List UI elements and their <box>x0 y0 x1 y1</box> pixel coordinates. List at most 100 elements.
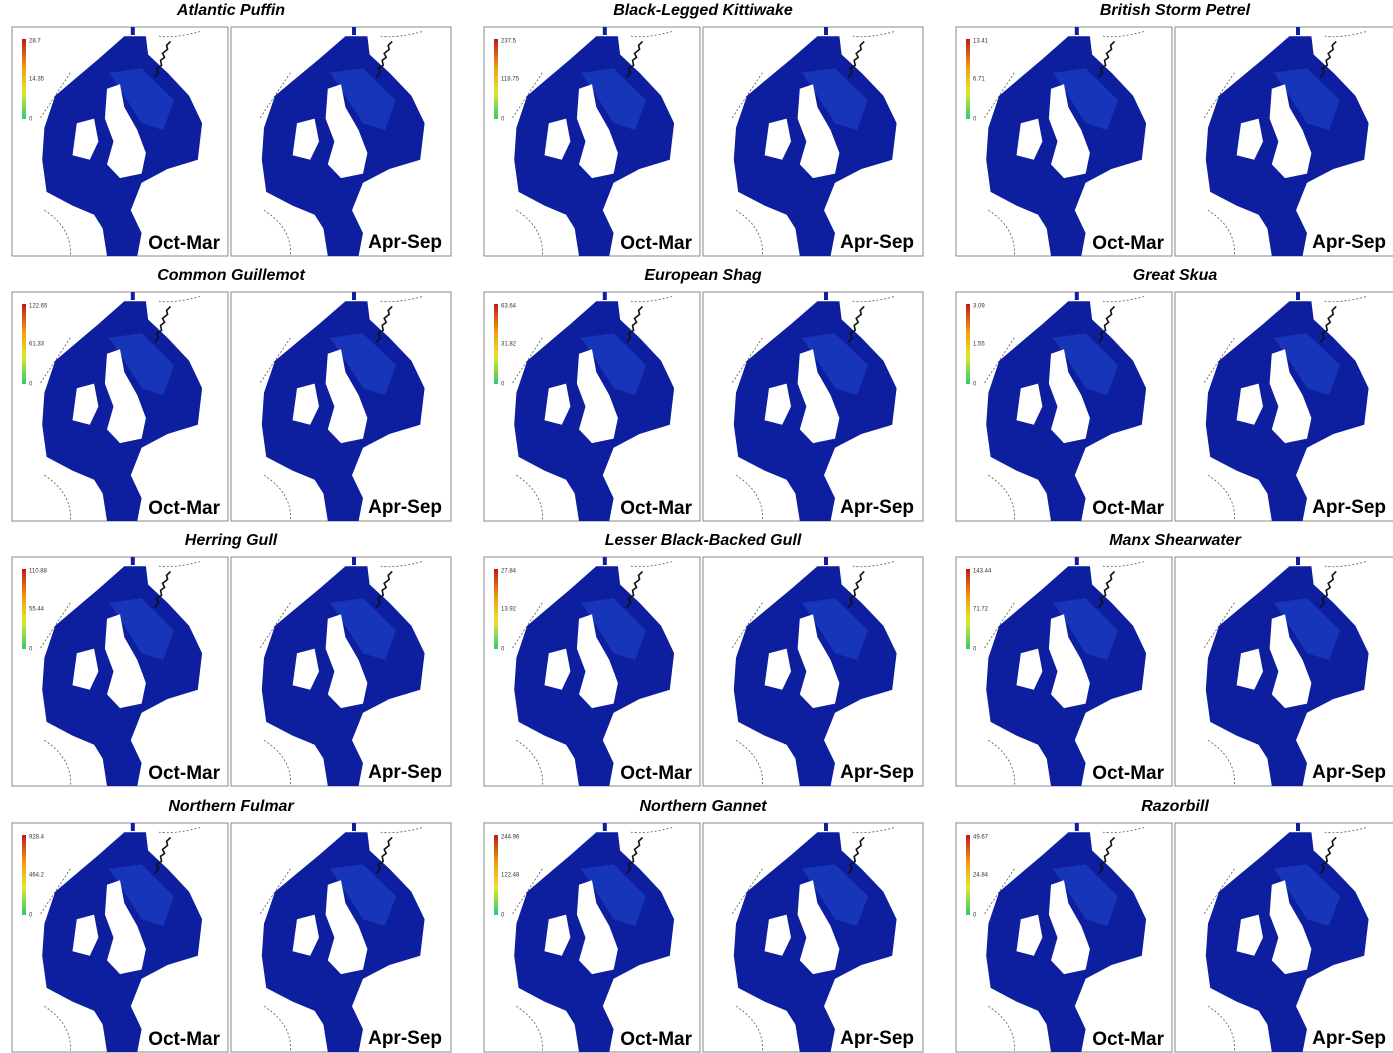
season-label: Apr-Sep <box>840 497 914 518</box>
shetland-cell <box>602 27 607 35</box>
legend-label: 0 <box>29 382 33 388</box>
land-britain <box>325 880 368 975</box>
land-ireland <box>72 118 99 160</box>
land-ireland <box>1236 914 1263 956</box>
species-title: Northern Fulmar <box>168 798 294 815</box>
shetland-cell <box>130 557 135 565</box>
season-label: Apr-Sep <box>1312 232 1386 253</box>
season-label: Oct-Mar <box>148 1029 220 1050</box>
sea-area-light <box>109 333 174 396</box>
season-label: Oct-Mar <box>620 498 692 519</box>
norway-coast <box>1097 40 1116 78</box>
sea-area-light <box>802 864 868 926</box>
season-label: Oct-Mar <box>148 498 220 519</box>
norway-coast <box>1097 305 1116 343</box>
legend-label: 0 <box>973 913 977 919</box>
land-britain <box>1269 84 1312 179</box>
legend-label: 3.09 <box>973 304 985 310</box>
land-britain <box>1048 84 1090 179</box>
shetland-cell <box>352 292 356 300</box>
season-label: Oct-Mar <box>1092 498 1164 519</box>
season-label: Apr-Sep <box>840 232 914 253</box>
land-britain <box>1048 349 1090 444</box>
species-panel: Herring Gull 110.88 55.44 0 Oct-Mar Apr-Sep <box>11 532 452 787</box>
species-panel: Lesser Black-Backed Gull 27.84 13.92 0 Oct-M… <box>483 532 924 787</box>
legend-label: 28.7 <box>29 39 41 45</box>
legend-bar <box>22 569 26 649</box>
land-britain <box>1269 614 1312 709</box>
season-label: Apr-Sep <box>840 1028 914 1049</box>
boundary <box>1203 602 1235 787</box>
sea-area-light <box>109 864 174 926</box>
species-title: Great Skua <box>1133 267 1218 284</box>
shetland-cell <box>352 557 356 565</box>
norway-coast <box>153 570 172 608</box>
land-ireland <box>72 383 99 425</box>
shetland-cell <box>1296 27 1300 35</box>
land-britain <box>104 880 146 975</box>
land-britain <box>797 614 840 709</box>
legend-label: 0 <box>973 117 977 123</box>
land-ireland <box>764 118 791 160</box>
legend-bar <box>966 569 970 649</box>
sea-area-light <box>1274 333 1340 396</box>
species-panel: Black-Legged Kittiwake 237.5 118.75 0 Oct-Ma… <box>483 2 924 257</box>
shetland-cell <box>824 823 828 831</box>
sea-area-light <box>1274 68 1340 131</box>
norway-coast <box>1097 570 1116 608</box>
legend-label: 0 <box>29 117 33 123</box>
land-britain <box>104 84 146 179</box>
sea-area-light <box>109 598 174 660</box>
legend-bar <box>966 304 970 384</box>
season-label: Apr-Sep <box>1312 762 1386 783</box>
boundary <box>1102 561 1145 568</box>
season-label: Oct-Mar <box>620 763 692 784</box>
norway-coast <box>625 40 644 78</box>
land-ireland <box>292 383 319 425</box>
legend-label: 143.44 <box>973 569 992 575</box>
legend-label: 49.67 <box>973 835 989 841</box>
sea-area-light <box>1274 598 1340 660</box>
sea-area-light <box>1053 68 1118 131</box>
legend-label: 0 <box>973 382 977 388</box>
boundary <box>259 72 291 257</box>
legend-label: 0 <box>501 647 505 653</box>
land-ireland <box>764 648 791 690</box>
legend-label: 55.44 <box>29 607 45 613</box>
species-title: Herring Gull <box>185 532 278 549</box>
land-britain <box>104 349 146 444</box>
legend-label: 0 <box>29 647 33 653</box>
boundary <box>1203 72 1235 257</box>
sea-area-light <box>581 333 646 396</box>
legend-label: 0 <box>973 647 977 653</box>
legend-label: 464.2 <box>29 873 45 879</box>
legend-bar <box>494 304 498 384</box>
land-ireland <box>1236 383 1263 425</box>
legend-label: 13.92 <box>501 607 517 613</box>
boundary <box>259 602 291 787</box>
legend-label: 0 <box>501 382 505 388</box>
species-title: Northern Gannet <box>639 798 767 815</box>
legend-bar <box>22 835 26 915</box>
norway-coast <box>153 40 172 78</box>
species-panel: Razorbill 49.67 24.84 0 Oct-Mar Apr-Sep <box>955 798 1393 1053</box>
legend-label: 928.4 <box>29 835 45 841</box>
norway-coast <box>847 305 865 343</box>
boundary <box>983 337 1015 522</box>
land-ireland <box>72 648 99 690</box>
legend-label: 14.35 <box>29 77 45 83</box>
shetland-cell <box>824 27 828 35</box>
shetland-cell <box>352 27 356 35</box>
norway-coast <box>847 570 865 608</box>
norway-coast <box>847 40 865 78</box>
sea-area-light <box>581 598 646 660</box>
legend-bar <box>494 39 498 119</box>
species-title: Manx Shearwater <box>1109 532 1241 549</box>
sea-area-light <box>109 68 174 131</box>
legend-label: 13.41 <box>973 39 989 45</box>
boundary <box>983 72 1015 257</box>
season-label: Oct-Mar <box>620 233 692 254</box>
norway-coast <box>1097 836 1116 874</box>
species-title: British Storm Petrel <box>1100 2 1251 19</box>
